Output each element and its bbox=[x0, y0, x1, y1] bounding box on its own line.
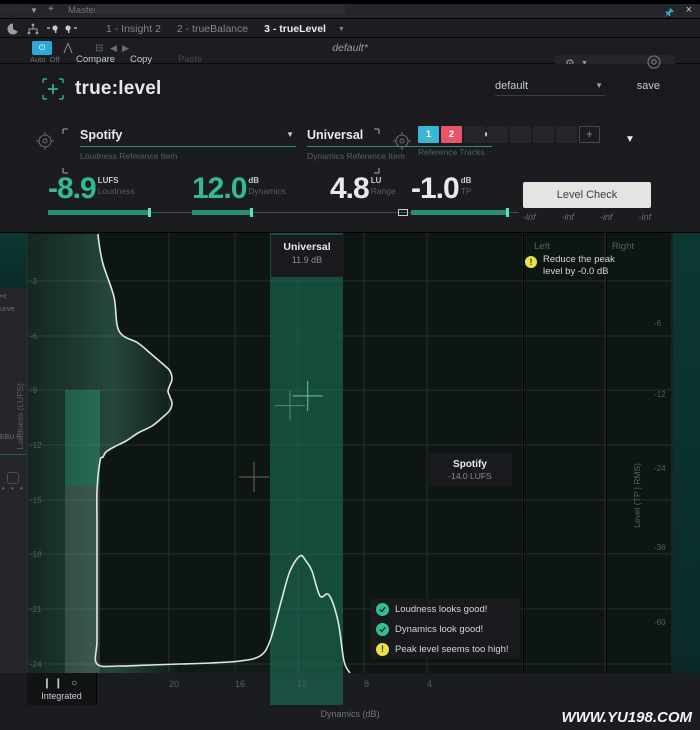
svg-text:Spotify: Spotify bbox=[453, 459, 487, 470]
svg-text:Universal: Universal bbox=[283, 241, 330, 253]
svg-text:-14.0 LUFS: -14.0 LUFS bbox=[448, 471, 492, 481]
svg-text:11.9 dB: 11.9 dB bbox=[292, 255, 322, 265]
